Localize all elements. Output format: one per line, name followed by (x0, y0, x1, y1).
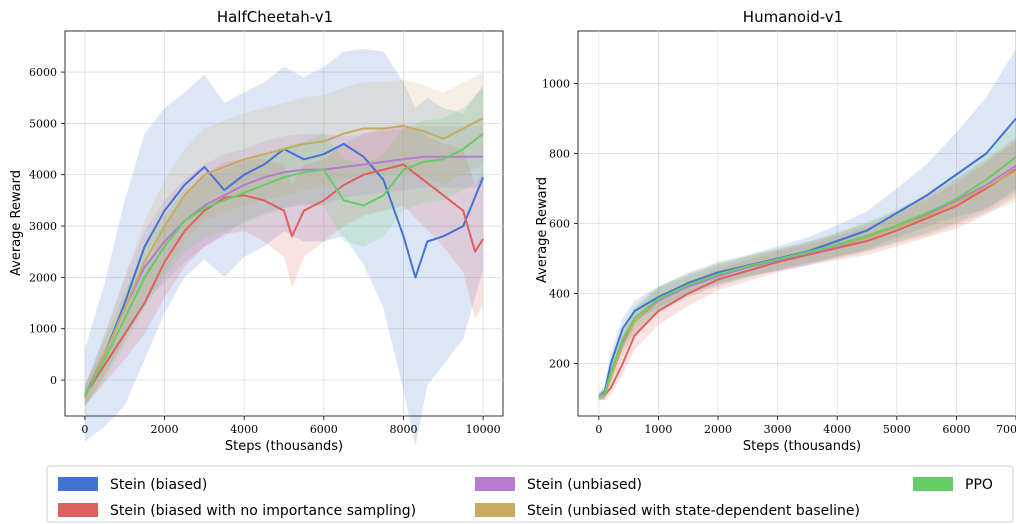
x-tick-label: 7000 (996, 423, 1016, 436)
x-tick-label: 2000 (151, 423, 179, 436)
legend-item-stein-unbiased-baseline: Stein (unbiased with state-dependent bas… (475, 503, 860, 519)
x-tick-label: 6000 (942, 423, 970, 436)
x-tick-label: 8000 (389, 423, 417, 436)
y-tick-label: 2000 (29, 271, 57, 284)
x-tick-label: 5000 (883, 423, 911, 436)
humanoid-x-label: Steps (thousands) (743, 439, 861, 454)
series-band (84, 87, 484, 406)
series-line (84, 163, 484, 397)
series-band (598, 122, 1016, 401)
halfcheetah-lines (83, 117, 485, 399)
legend-swatch (58, 503, 98, 517)
halfcheetah-x-label: Steps (thousands) (225, 439, 343, 454)
y-tick-label: 5000 (29, 117, 57, 130)
legend-label: Stein (unbiased with state-dependent bas… (527, 503, 860, 519)
legend-label: Stein (unbiased) (527, 477, 642, 493)
humanoid-gridlines (578, 31, 1016, 416)
y-tick-label: 1000 (29, 323, 57, 336)
series-line (598, 164, 1016, 398)
humanoid-x-ticks: 0 1000 2000 3000 4000 5000 6000 7000 (595, 416, 1016, 436)
halfcheetah-panel: HalfCheetah-v1 0 2000 4000 6000 8000 10000 0 1… (9, 8, 504, 454)
legend-item-stein-biased: Stein (biased) (58, 477, 207, 493)
x-tick-label: 0 (595, 423, 602, 436)
series-band (84, 72, 484, 409)
series-line (598, 156, 1016, 398)
y-tick-label: 4000 (29, 169, 57, 182)
series-line (598, 168, 1016, 398)
x-tick-label: 10000 (466, 423, 501, 436)
y-tick-label: 400 (549, 288, 570, 301)
legend-swatch (475, 477, 515, 491)
legend-item-ppo: PPO (913, 477, 993, 493)
halfcheetah-y-label: Average Reward (9, 170, 24, 276)
humanoid-y-label: Average Reward (535, 177, 550, 283)
legend-label: Stein (biased) (110, 477, 207, 493)
x-tick-label: 6000 (310, 423, 338, 436)
legend-swatch (913, 477, 953, 491)
humanoid-y-ticks: 200 400 600 800 1000 (542, 78, 578, 371)
x-tick-label: 1000 (644, 423, 672, 436)
series-line (83, 155, 484, 396)
y-tick-label: 3000 (29, 220, 57, 233)
series-line (83, 142, 485, 396)
y-tick-label: 0 (50, 374, 57, 387)
humanoid-title: Humanoid-v1 (743, 8, 843, 26)
series-line (83, 117, 484, 399)
halfcheetah-plot-area (64, 30, 504, 417)
series-line (84, 132, 484, 396)
humanoid-panel: Humanoid-v1 0 1000 2000 3000 4000 5000 6000 700… (535, 8, 1016, 454)
x-tick-label: 0 (81, 423, 88, 436)
halfcheetah-x-ticks: 0 2000 4000 6000 8000 10000 (81, 416, 501, 436)
legend-label: PPO (965, 477, 993, 493)
legend: Stein (biased) Stein (biased with no imp… (46, 465, 1014, 523)
x-tick-label: 4000 (823, 423, 851, 436)
y-tick-label: 1000 (542, 78, 570, 91)
x-tick-label: 3000 (764, 423, 792, 436)
series-band (84, 49, 484, 447)
legend-swatch (475, 503, 515, 517)
y-tick-label: 800 (549, 148, 570, 161)
x-tick-label: 2000 (704, 423, 732, 436)
series-band (598, 48, 1016, 401)
x-tick-label: 4000 (230, 423, 258, 436)
y-tick-label: 6000 (29, 66, 57, 79)
legend-swatch (58, 477, 98, 491)
legend-label: Stein (biased with no importance samplin… (110, 503, 416, 519)
halfcheetah-title: HalfCheetah-v1 (217, 8, 333, 26)
humanoid-lines (598, 117, 1016, 398)
y-tick-label: 600 (549, 218, 570, 231)
halfcheetah-y-ticks: 0 1000 2000 3000 4000 5000 6000 (29, 66, 65, 387)
legend-box (46, 465, 1014, 523)
y-tick-label: 200 (549, 358, 570, 371)
legend-item-stein-biased-no-is: Stein (biased with no importance samplin… (58, 503, 416, 519)
legend-item-stein-unbiased: Stein (unbiased) (475, 477, 642, 493)
